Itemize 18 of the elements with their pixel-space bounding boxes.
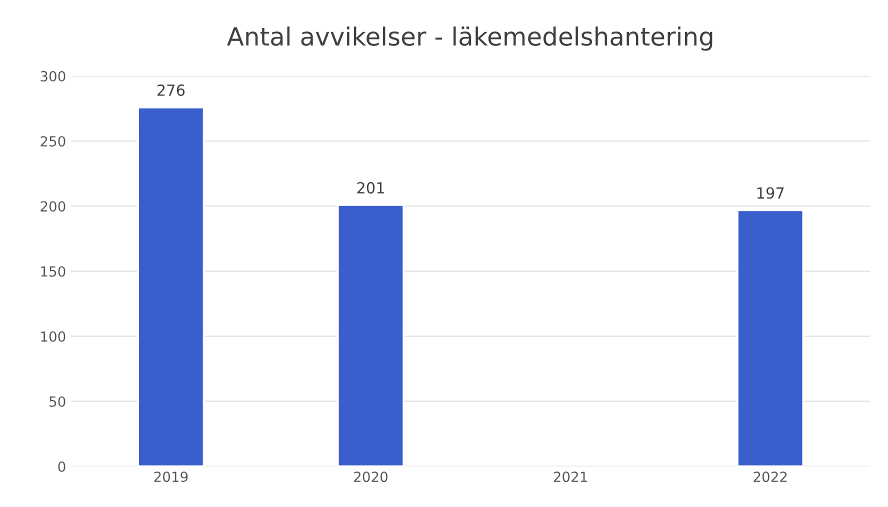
y-tick-label: 0 xyxy=(58,461,66,472)
y-tick-label: 100 xyxy=(41,331,66,342)
y-tick-label: 150 xyxy=(41,266,66,277)
data-label: 197 xyxy=(757,187,784,199)
bar xyxy=(736,209,804,466)
x-tick-label: 2022 xyxy=(754,472,787,482)
y-tick-label: 200 xyxy=(40,201,66,212)
x-tick-label: 2020 xyxy=(354,472,388,482)
data-label: 276 xyxy=(157,84,185,96)
y-tick-label: 250 xyxy=(40,136,66,147)
chart-title: Antal avvikelser - läkemedelshantering xyxy=(227,26,712,51)
x-tick-label: 2019 xyxy=(154,472,188,482)
bar xyxy=(136,106,205,466)
data-label: 201 xyxy=(357,182,384,194)
y-tick-label: 50 xyxy=(50,396,66,407)
x-tick-label: 2021 xyxy=(554,472,587,482)
y-tick-label: 300 xyxy=(40,71,66,82)
bar xyxy=(336,204,405,466)
